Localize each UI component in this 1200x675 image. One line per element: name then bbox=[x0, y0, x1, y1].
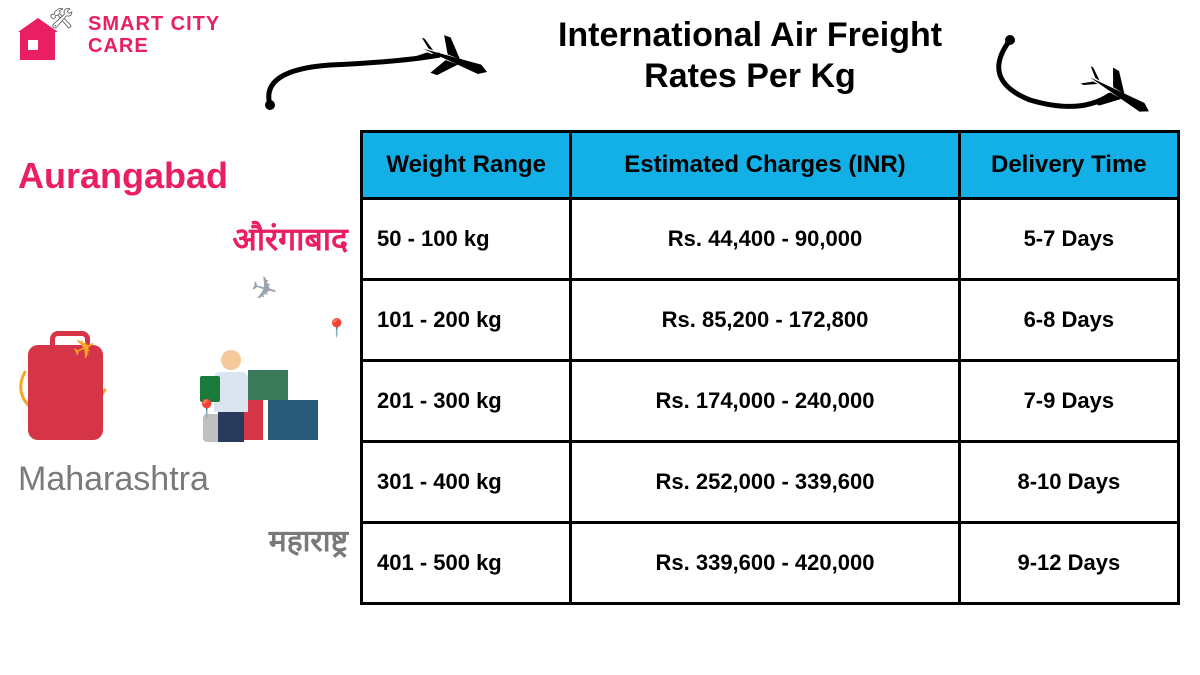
logo-house-icon: 🛠 bbox=[20, 10, 80, 60]
weight-cell: 101 - 200 kg bbox=[362, 280, 571, 361]
table-row: 101 - 200 kg Rs. 85,200 - 172,800 6-8 Da… bbox=[362, 280, 1179, 361]
airplane-right-icon bbox=[980, 20, 1180, 120]
table-header-row: Weight Range Estimated Charges (INR) Del… bbox=[362, 132, 1179, 199]
airplane-left-icon bbox=[250, 20, 500, 120]
tools-icon: 🛠 bbox=[49, 6, 74, 31]
weight-cell: 301 - 400 kg bbox=[362, 442, 571, 523]
freight-rate-table: Weight Range Estimated Charges (INR) Del… bbox=[360, 130, 1180, 605]
logo-line2: CARE bbox=[88, 35, 220, 57]
weight-cell: 201 - 300 kg bbox=[362, 361, 571, 442]
table-row: 50 - 100 kg Rs. 44,400 - 90,000 5-7 Days bbox=[362, 199, 1179, 280]
state-hindi: महाराष्ट्र bbox=[18, 519, 348, 560]
table-row: 401 - 500 kg Rs. 339,600 - 420,000 9-12 … bbox=[362, 523, 1179, 604]
time-cell: 5-7 Days bbox=[959, 199, 1178, 280]
col-delivery-header: Delivery Time bbox=[959, 132, 1178, 199]
time-cell: 6-8 Days bbox=[959, 280, 1178, 361]
charge-cell: Rs. 252,000 - 339,600 bbox=[571, 442, 959, 523]
col-weight-header: Weight Range bbox=[362, 132, 571, 199]
location-pin-icon: 📍 bbox=[196, 399, 218, 420]
logo-text: SMART CITY CARE bbox=[88, 13, 220, 57]
table-row: 201 - 300 kg Rs. 174,000 - 240,000 7-9 D… bbox=[362, 361, 1179, 442]
charge-cell: Rs. 174,000 - 240,000 bbox=[571, 361, 959, 442]
logo-line1: SMART CITY bbox=[88, 13, 220, 35]
location-panel: Aurangabad औरंगाबाद ✈ 📍 ✈ 📍 Maharashtra … bbox=[18, 155, 348, 560]
charge-cell: Rs. 85,200 - 172,800 bbox=[571, 280, 959, 361]
time-cell: 8-10 Days bbox=[959, 442, 1178, 523]
airplane-grey-icon: ✈ bbox=[247, 267, 283, 311]
city-hindi: औरंगाबाद bbox=[18, 217, 348, 260]
brand-logo: 🛠 SMART CITY CARE bbox=[20, 10, 220, 60]
col-charges-header: Estimated Charges (INR) bbox=[571, 132, 959, 199]
time-cell: 9-12 Days bbox=[959, 523, 1178, 604]
weight-cell: 50 - 100 kg bbox=[362, 199, 571, 280]
charge-cell: Rs. 339,600 - 420,000 bbox=[571, 523, 959, 604]
state-english: Maharashtra bbox=[18, 460, 348, 499]
table-row: 301 - 400 kg Rs. 252,000 - 339,600 8-10 … bbox=[362, 442, 1179, 523]
weight-cell: 401 - 500 kg bbox=[362, 523, 571, 604]
freight-illustration: ✈ 📍 ✈ 📍 bbox=[18, 270, 348, 450]
time-cell: 7-9 Days bbox=[959, 361, 1178, 442]
charge-cell: Rs. 44,400 - 90,000 bbox=[571, 199, 959, 280]
city-english: Aurangabad bbox=[18, 155, 348, 197]
location-pin-icon: 📍 bbox=[326, 318, 348, 339]
page-title: International Air Freight Rates Per Kg bbox=[520, 15, 980, 97]
